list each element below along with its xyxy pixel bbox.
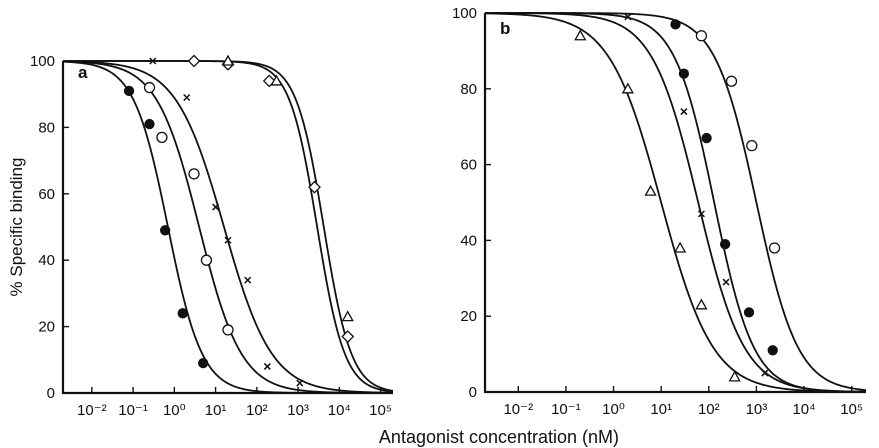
open-circle-point (746, 139, 758, 152)
x-tick-label: 10⁰ (602, 401, 625, 418)
cross-point (263, 362, 271, 370)
filled-circle-point (123, 85, 135, 97)
curve-open-circle (62, 60, 394, 394)
triangle-point (695, 298, 708, 310)
y-tick-label: 40 (460, 232, 477, 249)
cross-point (224, 236, 232, 244)
x-tick-label: 10⁵ (840, 401, 863, 418)
panel-b-label: b (500, 19, 510, 38)
x-tick-label: 10³ (746, 401, 768, 418)
y-tick-label: 0 (47, 385, 55, 402)
y-tick-label: 40 (38, 252, 55, 269)
open-circle-point (200, 254, 213, 266)
triangle-point (644, 184, 657, 196)
open-circle-point (725, 75, 738, 87)
x-tick-label: 10⁵ (369, 402, 392, 419)
filled-circle-point (177, 308, 188, 319)
x-axis-label: Antagonist concentration (nM) (379, 427, 619, 447)
x-tick-label: 10³ (287, 402, 309, 419)
filled-circle-point (144, 118, 155, 130)
filled-circle-point (670, 19, 681, 30)
y-tick-label: 20 (460, 308, 477, 325)
y-tick-label: 80 (38, 119, 55, 136)
filled-circle-point (678, 68, 690, 79)
curve-diamond (63, 60, 394, 393)
filled-circle-point (719, 239, 731, 250)
panel-a-x-ticks: 10⁻² 10⁻¹ 10⁰ 10¹ 10² 10³ 10⁴ 10⁵ (77, 387, 392, 419)
curve-filled-circle (485, 12, 867, 393)
diamond-point (187, 54, 201, 68)
filled-circle-point (160, 225, 171, 236)
x-tick-label: 10⁻¹ (551, 401, 581, 418)
triangle-point (674, 241, 687, 253)
filled-circle-point (767, 345, 778, 356)
panel-a-y-axis-label: % Specific binding (7, 158, 26, 297)
cross-point (624, 13, 632, 21)
x-tick-label: 10⁴ (792, 401, 815, 418)
x-tick-label: 10⁴ (328, 402, 351, 419)
curve-cross (485, 12, 867, 393)
cross-point (761, 369, 769, 377)
cross-point (296, 379, 304, 387)
open-circle-point (222, 324, 234, 336)
open-circle-point (188, 168, 200, 180)
curve-filled-circle (62, 60, 393, 394)
filled-circle-point (198, 357, 209, 369)
panel-b-x-ticks: 10⁻² 10⁻¹ 10⁰ 10¹ 10² 10³ 10⁴ 10⁵ (503, 386, 863, 418)
open-circle-point (695, 30, 708, 42)
panel-b-curves (484, 12, 867, 393)
triangle-point (221, 54, 235, 66)
triangle-point (728, 370, 741, 382)
y-tick-label: 100 (452, 5, 477, 22)
x-tick-label: 10² (246, 402, 268, 419)
panel-a-markers (123, 54, 355, 387)
curve-triangle (484, 12, 867, 393)
x-tick-label: 10¹ (205, 402, 227, 419)
curve-triangle (63, 60, 394, 392)
x-tick-label: 10⁻² (503, 401, 533, 418)
y-tick-label: 80 (460, 81, 477, 98)
triangle-point (341, 310, 354, 322)
x-tick-label: 10¹ (650, 401, 672, 418)
open-circle-point (143, 81, 156, 94)
y-tick-label: 20 (38, 319, 55, 336)
y-tick-label: 60 (460, 157, 477, 174)
y-tick-label: 60 (38, 186, 55, 203)
panel-b-y-ticks: 0 20 40 60 80 100 (452, 5, 491, 401)
panel-b-axes (483, 13, 866, 394)
cross-point (183, 93, 191, 102)
open-circle-point (156, 131, 168, 144)
cross-point (680, 108, 688, 116)
triangle-point (270, 74, 283, 86)
cross-point (722, 278, 730, 286)
filled-circle-point (701, 132, 712, 144)
x-tick-label: 10⁻² (77, 402, 107, 419)
panel-b-markers (574, 13, 781, 382)
panel-a-axes (61, 61, 393, 395)
open-circle-point (768, 242, 781, 254)
x-tick-label: 10⁰ (163, 402, 186, 419)
triangle-point (574, 29, 587, 41)
cross-point (244, 276, 252, 284)
x-tick-label: 10⁻¹ (118, 402, 148, 419)
curve-open-circle (485, 12, 867, 392)
curve-cross (62, 60, 394, 394)
cross-point (212, 203, 220, 211)
panel-a-curves (62, 60, 394, 394)
cross-point (697, 210, 705, 218)
triangle-point (621, 82, 634, 94)
cross-point (149, 57, 157, 65)
filled-circle-point (743, 307, 755, 318)
y-tick-label: 100 (30, 53, 55, 70)
panel-a-label: a (78, 63, 88, 82)
diamond-point (341, 330, 355, 343)
x-tick-label: 10² (698, 401, 720, 418)
y-tick-label: 0 (469, 384, 477, 401)
diamond-point (308, 180, 321, 194)
